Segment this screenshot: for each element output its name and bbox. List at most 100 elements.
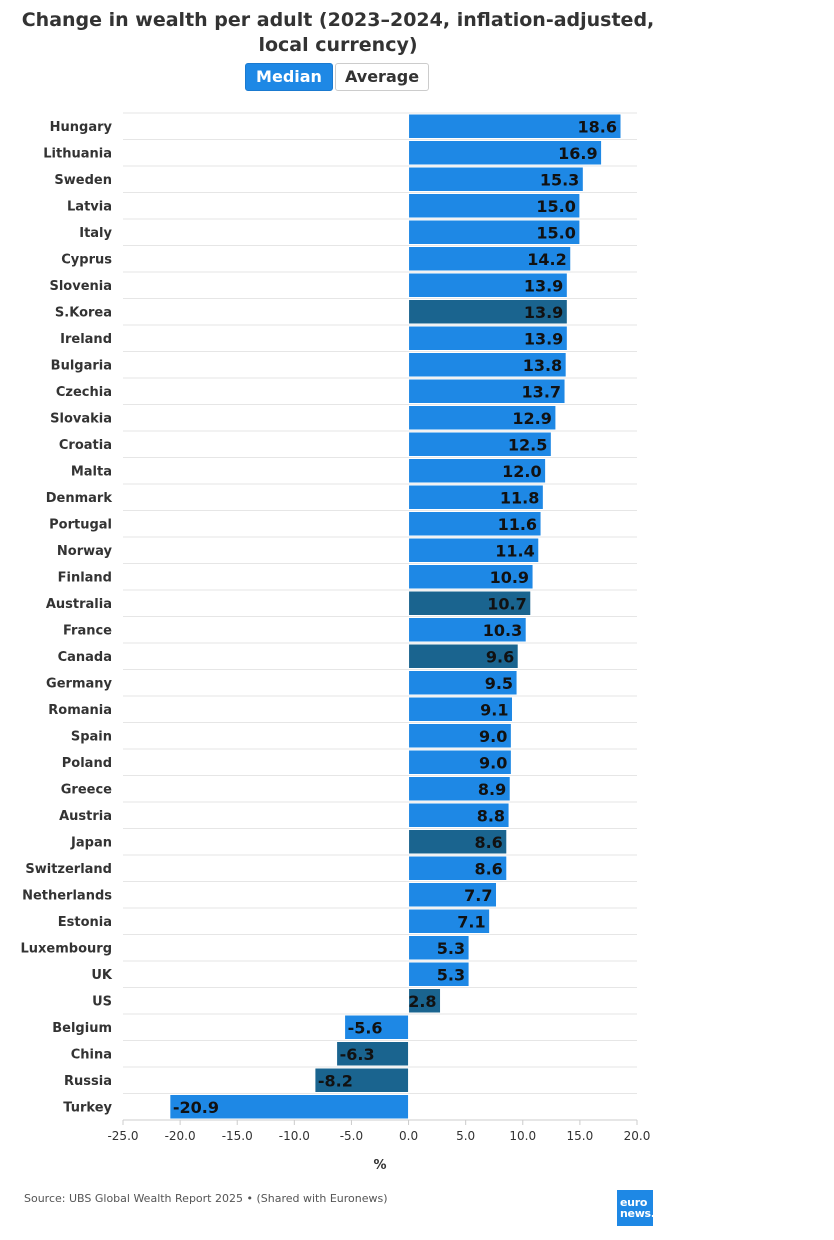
bar — [408, 140, 603, 166]
value-label: 12.0 — [502, 462, 541, 481]
x-tick-label: -20.0 — [165, 1129, 196, 1143]
bar — [408, 590, 532, 616]
bar — [408, 723, 512, 749]
source-note: Source: UBS Global Wealth Report 2025 • … — [24, 1192, 388, 1205]
value-label: 9.6 — [486, 647, 514, 666]
value-label: 18.6 — [578, 117, 617, 136]
value-label: 9.0 — [479, 753, 507, 772]
category-label: Switzerland — [25, 862, 112, 877]
value-label: 13.8 — [523, 356, 562, 375]
value-label: 13.9 — [524, 276, 563, 295]
x-tick-label: -25.0 — [107, 1129, 138, 1143]
value-label: 11.8 — [500, 488, 539, 507]
value-label: 10.3 — [483, 621, 522, 640]
bar — [408, 511, 542, 537]
value-label: -8.2 — [318, 1071, 353, 1090]
bar — [408, 113, 622, 139]
bar — [408, 431, 552, 457]
category-label: Russia — [64, 1074, 112, 1089]
value-label: 8.6 — [474, 859, 502, 878]
bar — [408, 802, 510, 828]
category-label: Hungary — [50, 120, 113, 135]
value-label: 15.3 — [540, 170, 579, 189]
category-label: Poland — [62, 756, 112, 771]
value-label: 13.7 — [522, 382, 561, 401]
category-label: Portugal — [49, 517, 112, 532]
value-label: 12.9 — [512, 409, 551, 428]
category-label: Latvia — [67, 199, 112, 214]
bar — [408, 378, 566, 404]
bar — [408, 166, 584, 192]
bar — [408, 908, 491, 934]
category-label: S.Korea — [55, 305, 112, 320]
category-label: Estonia — [58, 915, 112, 930]
value-label: 10.9 — [490, 568, 529, 587]
category-label: Bulgaria — [51, 358, 112, 373]
value-label: 5.3 — [437, 965, 465, 984]
category-label: France — [63, 623, 112, 638]
category-label: Malta — [71, 464, 112, 479]
category-label: Netherlands — [22, 888, 112, 903]
bar — [408, 855, 508, 881]
category-label: Romania — [48, 703, 112, 718]
category-label: Cyprus — [61, 252, 112, 267]
bar — [408, 564, 534, 590]
category-label: Luxembourg — [21, 941, 113, 956]
value-label: -6.3 — [340, 1045, 375, 1064]
bar — [408, 670, 518, 696]
bar — [344, 1014, 410, 1040]
value-label: 9.1 — [480, 700, 508, 719]
category-label: Croatia — [59, 438, 112, 453]
bar — [408, 193, 581, 219]
bar — [408, 617, 527, 643]
bar — [408, 325, 568, 351]
bar — [408, 484, 544, 510]
value-label: 8.9 — [478, 780, 506, 799]
value-label: 13.9 — [524, 329, 563, 348]
value-label: 15.0 — [536, 223, 575, 242]
value-label: -20.9 — [173, 1098, 219, 1117]
x-tick-label: -10.0 — [279, 1129, 310, 1143]
category-label: Canada — [58, 650, 112, 665]
value-label: 5.3 — [437, 939, 465, 958]
category-label: Germany — [46, 676, 112, 691]
logo-line-1: euro — [620, 1196, 648, 1209]
category-label: Finland — [58, 570, 112, 585]
bar — [169, 1094, 410, 1120]
category-label: Spain — [71, 729, 112, 744]
x-tick-label: -15.0 — [222, 1129, 253, 1143]
euronews-logo: euro news. — [617, 1190, 655, 1226]
bar — [408, 829, 508, 855]
value-label: 11.4 — [495, 541, 534, 560]
value-label: 2.8 — [408, 992, 436, 1011]
value-label: 15.0 — [536, 197, 575, 216]
category-label: UK — [91, 968, 113, 983]
category-label: Czechia — [56, 385, 112, 400]
category-label: Ireland — [60, 332, 112, 347]
bar — [408, 458, 547, 484]
value-label: 7.1 — [457, 912, 485, 931]
category-label: Sweden — [54, 173, 112, 188]
x-tick-label: 5.0 — [456, 1129, 475, 1143]
chart-title: Change in wealth per adult (2023–2024, i… — [21, 9, 655, 56]
category-label: Norway — [57, 544, 113, 559]
bar — [408, 882, 498, 908]
category-label: Slovenia — [49, 279, 112, 294]
x-tick-label: 10.0 — [509, 1129, 536, 1143]
bar — [314, 1067, 410, 1093]
x-tick-label: 0.0 — [399, 1129, 418, 1143]
x-axis-title: % — [373, 1158, 386, 1173]
average-toggle-button[interactable]: Average — [335, 63, 429, 91]
logo-line-2: news. — [620, 1207, 655, 1220]
category-label: Japan — [70, 835, 112, 850]
bar — [408, 696, 513, 722]
category-label: US — [92, 994, 112, 1009]
x-tick-label: 20.0 — [624, 1129, 651, 1143]
value-label: 16.9 — [558, 144, 597, 163]
category-label: Slovakia — [50, 411, 112, 426]
category-label: Turkey — [63, 1100, 112, 1115]
x-tick-label: -5.0 — [340, 1129, 363, 1143]
category-label: Australia — [46, 597, 112, 612]
median-toggle-button[interactable]: Median — [245, 63, 333, 91]
bar — [408, 246, 572, 272]
